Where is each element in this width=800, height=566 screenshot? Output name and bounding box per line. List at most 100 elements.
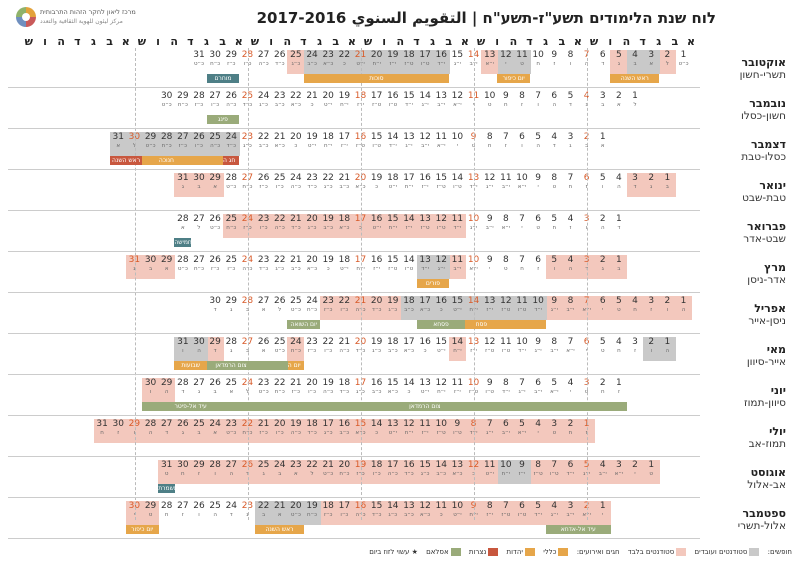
hebrew-day: ב — [262, 512, 266, 518]
hebrew-day: י״ד — [469, 430, 478, 436]
hebrew-day: ט״ו — [404, 266, 414, 272]
day-cell: 20 כ״א — [304, 255, 321, 279]
gregorian-day: 25 — [225, 214, 238, 224]
day-cell: 10 ט״ז — [465, 378, 482, 402]
gregorian-day: 10 — [451, 501, 464, 511]
hebrew-day: כ״א — [323, 61, 334, 67]
gregorian-day: 28 — [177, 255, 189, 265]
hebrew-day: י״ב — [421, 143, 430, 149]
day-header: ב — [558, 35, 566, 48]
day-cell: 12 י״ג — [481, 173, 498, 197]
hebrew-day: ז — [617, 389, 620, 395]
gregorian-day: 19 — [322, 214, 334, 224]
hebrew-day: י״א — [517, 430, 527, 436]
day-cell: 17 כ״א — [400, 337, 417, 361]
day-cell: 20 כ״א — [352, 173, 369, 197]
gregorian-day: 29 — [160, 255, 173, 265]
day-cell: 30 ו — [142, 378, 160, 402]
day-cell: 2 י״א — [578, 501, 596, 525]
month-row: 1 כ״ט 2 ל 3 א 4 ב 5 ג 6 ד 7 ה 8 ו 9 ז 10 ח 11 ט 12 י 13 י״א 14 י״ב 1… — [0, 50, 700, 90]
hebrew-day: כ — [359, 225, 362, 231]
hebrew-day: ה — [552, 102, 557, 108]
day-header: ד — [639, 35, 646, 48]
gregorian-day: 6 — [583, 173, 590, 183]
gregorian-day: 23 — [274, 91, 286, 101]
day-cell: 15 ט״ז — [384, 255, 401, 279]
gregorian-day: 8 — [551, 337, 558, 347]
gregorian-day: 12 — [483, 173, 496, 183]
day-cell: 22 כ״ב — [255, 132, 272, 156]
hebrew-day: ג — [197, 389, 201, 395]
day-cell: 22 כ״א — [287, 91, 304, 115]
hebrew-day: כ״ה — [258, 61, 269, 67]
day-header: ה — [57, 35, 65, 48]
hebrew-day: כ״ט — [290, 307, 301, 313]
day-cell: 8 ט״ז — [529, 460, 547, 484]
day-cell: 22 כ״ח — [271, 378, 288, 402]
gregorian-day: 14 — [387, 501, 399, 511]
week-separator — [134, 48, 136, 520]
gregorian-day: 26 — [209, 255, 221, 265]
gregorian-day: 2 — [616, 91, 622, 101]
gregorian-day: 20 — [370, 50, 383, 60]
gregorian-day: 16 — [435, 50, 447, 60]
day-cell: 12 ט״ז — [497, 296, 515, 320]
gregorian-day: 4 — [551, 501, 558, 511]
day-cell: 11 י״ז — [416, 419, 434, 443]
hebrew-day: י״ג — [518, 389, 526, 395]
gregorian-day: 29 — [177, 91, 189, 101]
gregorian-day: 22 — [274, 214, 286, 224]
day-cell: 27 כ״ז — [174, 132, 192, 156]
gregorian-day: 16 — [370, 255, 383, 265]
gregorian-day: 30 — [144, 255, 157, 265]
gregorian-day: 29 — [209, 337, 221, 347]
gregorian-day: 20 — [354, 173, 367, 183]
gregorian-day: 5 — [616, 296, 622, 306]
hebrew-day: י״ג — [486, 430, 494, 436]
hebrew-months: טבת-שבט — [742, 192, 786, 204]
gregorian-day: 23 — [322, 296, 334, 306]
hebrew-day: י״ד — [566, 471, 575, 477]
hebrew-day: כ — [375, 430, 379, 436]
gregorian-day: 28 — [225, 173, 238, 183]
day-cell: 17 כ״ה — [384, 460, 402, 484]
hebrew-day: י״ד — [437, 61, 446, 67]
day-cell: 12 י״ח — [400, 419, 418, 443]
hebrew-day: י״א — [566, 348, 575, 354]
hebrew-day: כ״ב — [371, 389, 382, 395]
event-bar: יום כיפור — [125, 525, 159, 534]
hebrew-day: ט״ו — [453, 430, 462, 436]
gregorian-day: 4 — [599, 460, 606, 470]
month-name: פברואר — [747, 220, 786, 233]
gregorian-day: 22 — [257, 501, 270, 511]
gregorian-day: 30 — [128, 501, 141, 511]
legend-holidays-label: חופשים: — [767, 548, 792, 556]
hebrew-day: ה — [600, 225, 605, 231]
hebrew-day: ז — [537, 266, 540, 272]
hebrew-day: י״ח — [437, 389, 446, 395]
day-cell: 29 כ״ח — [174, 91, 191, 115]
day-cell: 20 כ״ג — [303, 214, 321, 238]
hebrew-day: ב — [148, 266, 153, 272]
gregorian-day: 26 — [274, 296, 286, 306]
day-cell: 9 י״ז — [513, 460, 531, 484]
gregorian-day: 6 — [551, 91, 558, 101]
day-cell: 18 כ״ב — [384, 337, 401, 361]
gregorian-day: 5 — [567, 91, 574, 101]
week-separator — [587, 48, 589, 520]
gregorian-day: 11 — [419, 419, 431, 429]
day-cell: 5 י״ג — [578, 460, 596, 484]
hebrew-day: כ״ה — [387, 471, 398, 477]
gregorian-day: 6 — [599, 50, 606, 60]
gregorian-day: 27 — [177, 501, 189, 511]
day-cell: 13 ט״ז — [416, 214, 434, 238]
legend-jewish: יהדות — [507, 548, 535, 556]
gregorian-day: 14 — [451, 337, 464, 347]
gregorian-day: 23 — [241, 501, 254, 511]
gregorian-day: 7 — [519, 214, 525, 224]
hebrew-day: י״ט — [437, 348, 446, 354]
gregorian-day: 27 — [193, 214, 205, 224]
gregorian-day: 17 — [322, 419, 334, 429]
day-cell: 23 כ״ט — [255, 378, 272, 402]
